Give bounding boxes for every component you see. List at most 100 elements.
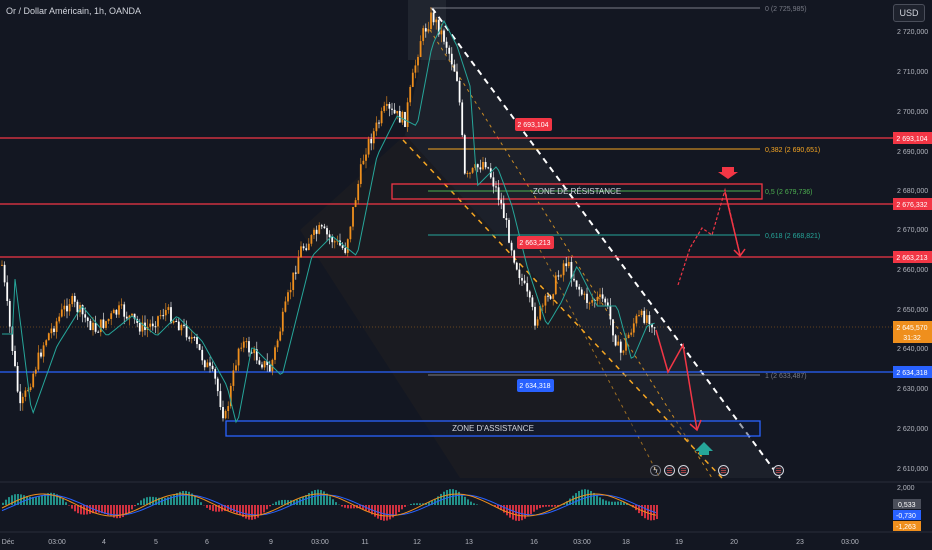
oscillator-bar [416, 503, 418, 505]
candle-body [3, 264, 6, 283]
candle-body [427, 29, 430, 32]
candle-body [240, 347, 243, 349]
candle-body [458, 80, 461, 103]
candle-body [128, 315, 131, 319]
oscillator-bar [281, 499, 283, 505]
oscillator-bar [614, 501, 616, 505]
oscillator-bar [602, 499, 604, 505]
candle-body [1, 264, 3, 266]
candle-body [151, 323, 154, 327]
candle-body [14, 350, 16, 367]
resistance-zone[interactable] [391, 183, 763, 200]
candle-body [315, 229, 318, 234]
oscillator-bar [5, 499, 7, 505]
price-tag-r3-label: 2 663,213 [896, 255, 927, 262]
price-tag-r3 [893, 251, 932, 263]
oscillator-bar [395, 505, 397, 515]
time-tick: 11 [361, 539, 368, 546]
price-tick: 2 610,000 [897, 466, 928, 473]
oscillator-bar [215, 505, 217, 512]
candle-body [651, 324, 653, 328]
time-axis[interactable]: Déc 03:00 4 5 6 9 03:00 11 12 13 16 03:00 18 19 20 23 03… [2, 539, 859, 546]
channel-upper-line[interactable] [431, 7, 781, 479]
us-flag-event-icon[interactable]: ☰ [678, 465, 689, 476]
channel-lower-line[interactable] [402, 139, 723, 479]
us-flag-event-icon[interactable]: ☰ [664, 465, 675, 476]
oscillator-bar [467, 499, 469, 505]
candle-body [37, 352, 40, 370]
oscillator-bar [77, 505, 79, 514]
oscillator-macd-line [1, 493, 657, 517]
osc-tag-2 [893, 510, 921, 520]
oscillator-bar [593, 492, 595, 505]
candle-body [110, 313, 113, 319]
lightning-icon[interactable]: ϟ [650, 465, 661, 476]
oscillator-bar [167, 497, 169, 505]
candle-body [333, 241, 336, 243]
candle-body [45, 340, 48, 346]
candle-body [606, 302, 609, 306]
candle-body [354, 200, 357, 207]
oscillator-bar [326, 493, 328, 505]
oscillator-bar [308, 493, 310, 505]
candle-body [19, 391, 22, 404]
oscillator-bar [530, 505, 532, 515]
support-zone[interactable] [225, 420, 761, 437]
oscillator-bar [452, 489, 454, 505]
candle-body [159, 315, 162, 317]
candle-body [492, 177, 495, 187]
oscillator-bar [647, 505, 649, 520]
fib-label-05: 0,5 (2 679,736) [765, 189, 812, 196]
oscillator-bar [89, 505, 91, 514]
candle-body [502, 203, 505, 219]
candle-body [196, 337, 198, 345]
osc-tag-1 [893, 499, 921, 509]
candle-body [320, 225, 323, 227]
candle-body [534, 306, 536, 326]
price-axis[interactable] [893, 0, 932, 550]
oscillator-bar [182, 490, 184, 505]
time-tick: 6 [205, 539, 209, 546]
candle-body [157, 316, 159, 327]
candle-body [349, 226, 352, 240]
currency-button[interactable]: USD [893, 4, 925, 22]
candle-body [232, 370, 235, 386]
us-flag-event-icon[interactable]: ☰ [773, 465, 784, 476]
candle-body [531, 297, 534, 307]
oscillator-bar [254, 505, 256, 520]
us-flag-event-icon[interactable]: ☰ [718, 465, 729, 476]
oscillator-bar [311, 491, 313, 505]
candle-body [435, 19, 438, 23]
candle-body [463, 135, 466, 174]
candle-body [255, 349, 258, 361]
candle-body [175, 321, 178, 323]
candle-body [578, 286, 581, 290]
oscillator-bar [521, 505, 523, 521]
oscillator-bar [29, 496, 31, 505]
candle-body [505, 218, 508, 220]
symbol-title[interactable]: Or / Dollar Américain, 1h, OANDA [6, 6, 142, 16]
candle-body [383, 105, 386, 112]
candle-body [276, 340, 279, 348]
candle-body [172, 321, 175, 323]
candle-body [638, 315, 640, 317]
osc-top-tick: 2,000 [897, 485, 915, 492]
oscillator-bar [470, 501, 472, 505]
candle-body [482, 162, 484, 170]
oscillator-bar [440, 493, 442, 505]
candle-body [47, 333, 50, 341]
candle-body [242, 341, 245, 348]
candle-body [125, 316, 128, 319]
candle-body [375, 122, 378, 132]
candle-body [40, 352, 42, 357]
callout-s1-label: 2 634,318 [519, 383, 550, 390]
candle-body [422, 28, 425, 42]
oscillator-bar [317, 489, 319, 505]
candle-body [518, 269, 521, 279]
candle-body [105, 321, 107, 328]
time-tick: 5 [154, 539, 158, 546]
callout-s1 [517, 379, 554, 392]
candle-body [552, 294, 555, 299]
candle-body [573, 278, 575, 281]
